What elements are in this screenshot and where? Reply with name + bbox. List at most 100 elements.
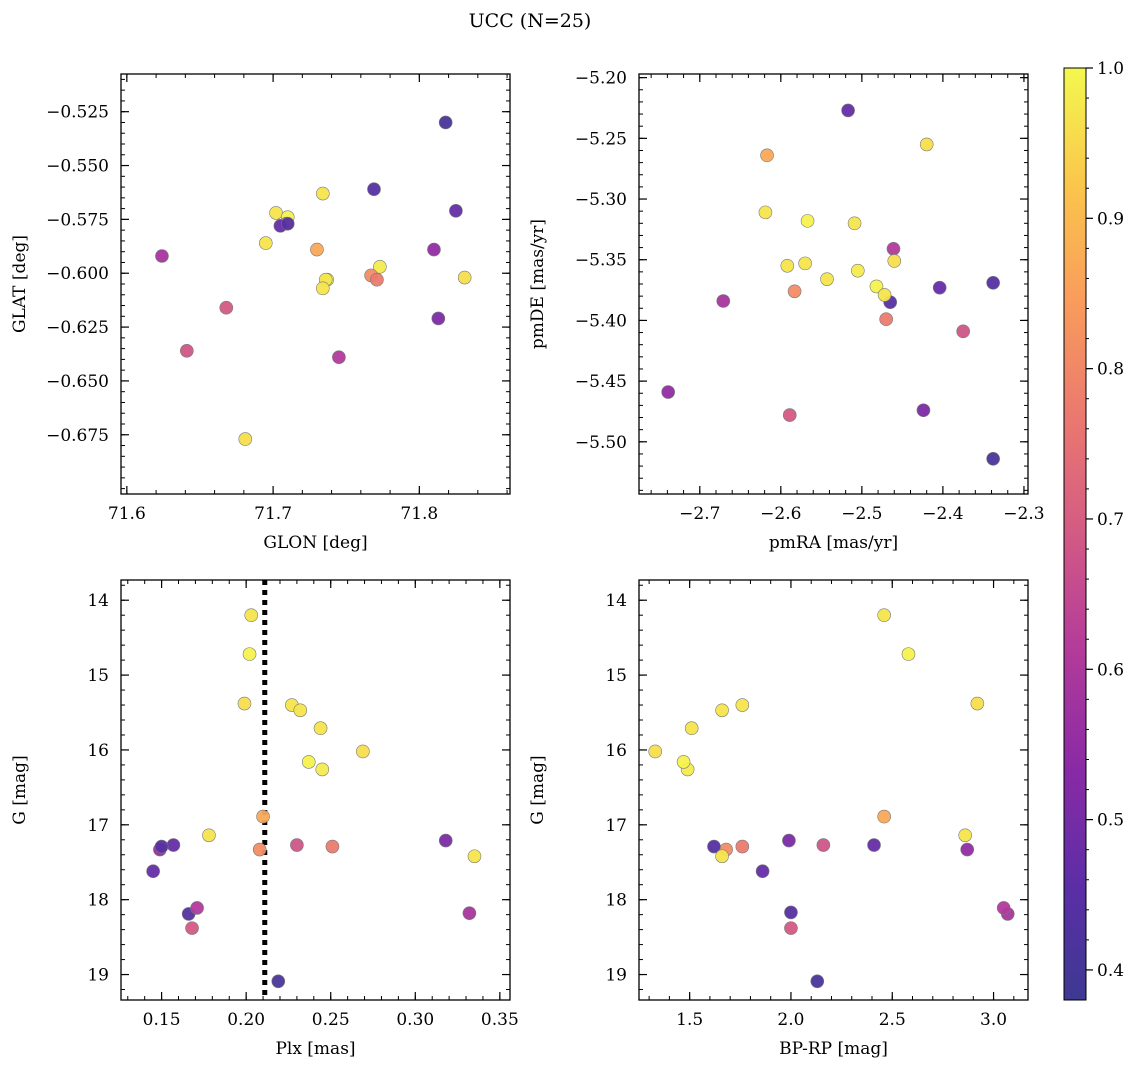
scatter-point <box>707 839 721 854</box>
scatter-point <box>427 242 441 257</box>
y-tick-label: −5.25 <box>575 129 627 149</box>
scatter-point <box>960 842 975 857</box>
scatter-point <box>798 256 812 271</box>
scatter-point <box>356 744 370 759</box>
scatter-point <box>154 839 169 854</box>
scatter-point <box>373 259 387 274</box>
scatter-point <box>887 254 902 268</box>
x-tick-label: 71.8 <box>400 504 438 524</box>
x-tick-label: 2.5 <box>879 1010 906 1030</box>
scatter-point <box>877 288 892 302</box>
scatter-point <box>190 901 204 915</box>
scatter-point <box>816 838 831 852</box>
scatter-point <box>313 721 328 736</box>
scatter-point <box>787 284 802 299</box>
x-tick-label: −2.7 <box>679 504 720 524</box>
scatter-point <box>886 241 901 256</box>
scatter-point <box>676 755 691 769</box>
x-axis-label: pmRA [mas/yr] <box>769 533 898 553</box>
y-tick-label: 15 <box>605 666 627 686</box>
scatter-point <box>684 721 699 736</box>
y-tick-label: −0.525 <box>46 103 109 123</box>
y-tick-label: 14 <box>605 591 627 611</box>
scatter-point <box>970 696 985 711</box>
scatter-point <box>202 828 216 843</box>
scatter-point <box>315 762 330 777</box>
scatter-point <box>431 311 446 326</box>
scatter-point <box>648 744 663 759</box>
y-axis-label: G [mag] <box>528 755 548 824</box>
scatter-point <box>755 864 770 879</box>
scatter-point <box>332 350 346 365</box>
axes-frame <box>638 73 1029 495</box>
scatter-point <box>271 974 286 989</box>
x-tick-label: −2.5 <box>841 504 882 524</box>
x-tick-label: 2.0 <box>777 1010 804 1030</box>
y-tick-label: 18 <box>605 891 627 911</box>
scatter-point <box>782 833 796 848</box>
scatter-point <box>219 300 234 315</box>
scatter-point <box>847 216 862 231</box>
colorbar-tick-label: 0.9 <box>1097 209 1124 229</box>
x-axis-label: GLON [deg] <box>263 533 367 553</box>
scatter-point <box>867 838 881 852</box>
x-tick-label: 71.6 <box>108 504 146 524</box>
x-tick-label: 71.7 <box>254 504 292 524</box>
scatter-point <box>780 258 795 273</box>
scatter-point <box>758 205 773 220</box>
scatter-point <box>180 343 194 358</box>
scatter-point <box>986 451 1000 466</box>
scatter-point <box>316 186 330 201</box>
x-tick-label: 0.35 <box>481 1010 519 1030</box>
figure-title: UCC (N=25) <box>469 10 592 32</box>
y-tick-label: 17 <box>87 816 109 836</box>
colorbar: 0.4 0.5 0.6 0.7 0.8 0.9 1.0 <box>1063 59 1124 1001</box>
colorbar-tick-label: 0.4 <box>1097 961 1124 981</box>
scatter-point <box>244 608 259 622</box>
scatter-point <box>784 905 798 920</box>
colorbar-tick-label: 0.8 <box>1097 360 1124 380</box>
scatter-point <box>185 921 199 935</box>
scatter-point <box>269 206 283 220</box>
x-tick-label: 0.15 <box>143 1010 181 1030</box>
scatter-point <box>986 275 1000 290</box>
scatter-point <box>237 696 252 711</box>
colorbar-tick-label: 0.6 <box>1097 660 1124 680</box>
scatter-point <box>370 272 384 287</box>
scatter-point <box>310 242 324 257</box>
scatter-point <box>784 921 798 935</box>
y-tick-label: 19 <box>605 966 627 986</box>
scatter-point <box>301 755 316 769</box>
scatter-point <box>715 703 729 718</box>
scatter-point <box>901 647 916 661</box>
scatter-point <box>996 901 1011 915</box>
subplot-glon-glat: 71.6 71.7 71.8 −0.525 −0.550 −0.575 −0.600 −0.6… <box>10 73 511 553</box>
y-tick-label: −5.50 <box>575 433 627 453</box>
scatter-point <box>661 385 675 399</box>
scatter-point <box>869 279 884 294</box>
y-axis-label: GLAT [deg] <box>10 235 30 333</box>
x-tick-label: 3.0 <box>980 1010 1007 1030</box>
scatter-point <box>146 864 160 879</box>
scatter-point <box>280 216 295 231</box>
x-tick-label: 1.5 <box>676 1010 703 1030</box>
y-tick-label: −0.650 <box>46 372 109 392</box>
scatter-point <box>242 647 257 661</box>
colorbar-tick-label: 1.0 <box>1097 59 1124 79</box>
scatter-point <box>316 281 330 296</box>
scatter-point <box>919 137 934 152</box>
scatter-point <box>438 833 453 848</box>
y-tick-label: −5.30 <box>575 190 627 210</box>
scatter-point <box>716 294 731 308</box>
y-tick-label: −5.20 <box>575 69 627 89</box>
colorbar-tick-label: 0.7 <box>1097 510 1124 530</box>
y-tick-label: −0.600 <box>46 264 109 284</box>
scatter-point <box>367 182 381 197</box>
scatter-point <box>916 403 931 418</box>
x-tick-label: −2.6 <box>760 504 801 524</box>
scatter-point <box>238 432 253 446</box>
scatter-point <box>258 236 273 250</box>
x-tick-label: −2.4 <box>922 504 963 524</box>
y-axis-label: G [mag] <box>10 755 30 824</box>
